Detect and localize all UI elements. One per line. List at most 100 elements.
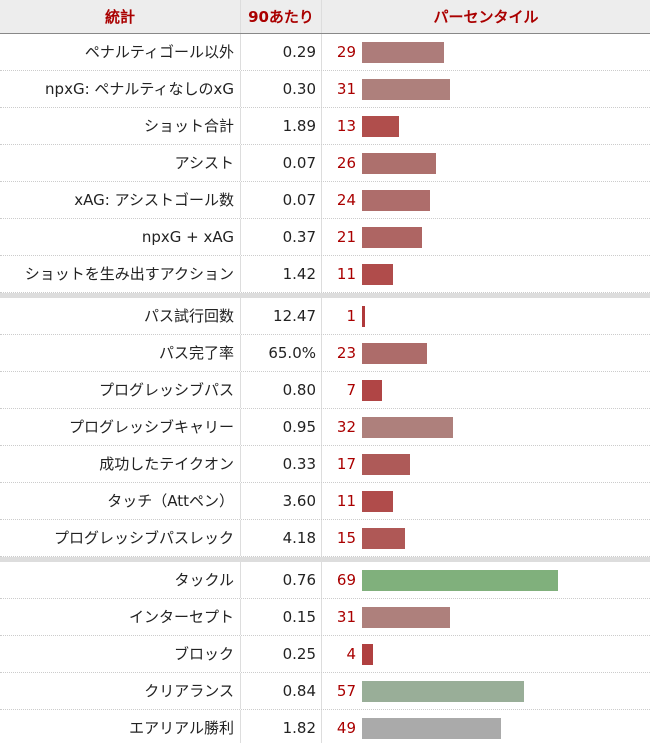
stat-name: タッチ（Attペン） — [107, 492, 234, 510]
percentile-value: 7 — [346, 381, 356, 399]
per90-value: 0.25 — [240, 636, 322, 672]
per90-value: 0.37 — [240, 219, 322, 255]
percentile-value: 1 — [346, 307, 356, 325]
stat-name: プログレッシブキャリー — [68, 418, 234, 436]
percentile-value: 17 — [336, 455, 356, 473]
header-per90[interactable]: 90あたり — [240, 0, 322, 33]
stat-name: ショット合計 — [143, 117, 234, 135]
table-row: ショットを生み出すアクション 1.42 11 — [0, 256, 650, 293]
stat-name: プログレッシブパスレック — [53, 529, 234, 547]
percentile-cell: 29 — [322, 34, 650, 70]
stat-name: クリアランス — [144, 682, 234, 700]
percentile-bar — [362, 305, 365, 327]
percentile-value: 31 — [336, 608, 356, 626]
percentile-cell: 31 — [322, 71, 650, 107]
table-row: プログレッシブパス 0.80 7 — [0, 372, 650, 409]
percentile-cell: 4 — [322, 636, 650, 672]
table-body: ペナルティゴール以外 0.29 29 npxG: ペナルティなしのxG 0.30 … — [0, 34, 650, 743]
percentile-bar — [362, 263, 394, 285]
percentile-value: 23 — [336, 344, 356, 362]
percentile-bar — [362, 189, 431, 211]
per90-value: 0.33 — [240, 446, 322, 482]
percentile-bar — [362, 379, 382, 401]
percentile-cell: 11 — [322, 256, 650, 292]
per90-value: 0.30 — [240, 71, 322, 107]
table-row: タッチ（Attペン） 3.60 11 — [0, 483, 650, 520]
per90-value: 4.18 — [240, 520, 322, 556]
percentile-bar — [362, 226, 422, 248]
percentile-bar — [362, 41, 445, 63]
percentile-cell: 21 — [322, 219, 650, 255]
percentile-value: 29 — [336, 43, 356, 61]
per90-value: 0.84 — [240, 673, 322, 709]
table-header: 統計 90あたり パーセンタイル — [0, 0, 650, 34]
percentile-cell: 32 — [322, 409, 650, 445]
per90-value: 12.47 — [240, 298, 322, 334]
per90-value: 3.60 — [240, 483, 322, 519]
percentile-bar — [362, 606, 451, 628]
per90-value: 0.29 — [240, 34, 322, 70]
per90-value: 0.80 — [240, 372, 322, 408]
percentile-cell: 24 — [322, 182, 650, 218]
percentile-cell: 7 — [322, 372, 650, 408]
percentile-cell: 57 — [322, 673, 650, 709]
percentile-value: 24 — [336, 191, 356, 209]
percentile-value: 69 — [336, 571, 356, 589]
table-row: クリアランス 0.84 57 — [0, 673, 650, 710]
stat-name: アシスト — [174, 154, 234, 172]
stat-name: ショットを生み出すアクション — [24, 265, 234, 283]
per90-value: 0.07 — [240, 182, 322, 218]
table-row: インターセプト 0.15 31 — [0, 599, 650, 636]
per90-value: 0.15 — [240, 599, 322, 635]
percentile-cell: 17 — [322, 446, 650, 482]
per90-value: 0.76 — [240, 562, 322, 598]
group-separator — [0, 557, 650, 562]
stat-name: タックル — [174, 571, 234, 589]
stat-name: ペナルティゴール以外 — [84, 43, 234, 61]
per90-value: 1.42 — [240, 256, 322, 292]
percentile-bar — [362, 115, 399, 137]
percentile-cell: 69 — [322, 562, 650, 598]
percentile-bar — [362, 717, 502, 739]
percentile-cell: 15 — [322, 520, 650, 556]
table-row: npxG: ペナルティなしのxG 0.30 31 — [0, 71, 650, 108]
percentile-cell: 31 — [322, 599, 650, 635]
percentile-cell: 23 — [322, 335, 650, 371]
stat-name: ブロック — [173, 645, 234, 663]
stat-name: インターセプト — [128, 608, 234, 626]
table-row: プログレッシブキャリー 0.95 32 — [0, 409, 650, 446]
table-row: ブロック 0.25 4 — [0, 636, 650, 673]
per90-value: 0.07 — [240, 145, 322, 181]
header-percentile[interactable]: パーセンタイル — [433, 8, 539, 26]
percentile-value: 15 — [336, 529, 356, 547]
percentile-cell: 49 — [322, 710, 650, 743]
stat-name: パス完了率 — [158, 344, 234, 362]
percentile-value: 32 — [336, 418, 356, 436]
per90-value: 65.0% — [240, 335, 322, 371]
percentile-cell: 11 — [322, 483, 650, 519]
percentile-value: 11 — [336, 265, 356, 283]
percentile-value: 26 — [336, 154, 356, 172]
percentile-cell: 1 — [322, 298, 650, 334]
percentile-bar — [362, 78, 451, 100]
percentile-bar — [362, 453, 411, 475]
stat-name: 成功したテイクオン — [99, 455, 234, 473]
stat-name: パス試行回数 — [143, 307, 234, 325]
per90-value: 0.95 — [240, 409, 322, 445]
stat-name: npxG: ペナルティなしのxG — [45, 80, 234, 98]
table-row: タックル 0.76 69 — [0, 562, 650, 599]
table-row: ショット合計 1.89 13 — [0, 108, 650, 145]
percentile-cell: 13 — [322, 108, 650, 144]
table-row: プログレッシブパスレック 4.18 15 — [0, 520, 650, 557]
percentile-bar — [362, 490, 394, 512]
header-stat[interactable]: 統計 — [104, 8, 135, 26]
table-row: アシスト 0.07 26 — [0, 145, 650, 182]
stat-name: npxG + xAG — [141, 228, 234, 246]
percentile-bar — [362, 342, 428, 364]
percentile-cell: 26 — [322, 145, 650, 181]
percentile-bar — [362, 569, 558, 591]
percentile-bar — [362, 527, 405, 549]
group-separator — [0, 293, 650, 298]
stat-name: エアリアル勝利 — [129, 719, 234, 737]
